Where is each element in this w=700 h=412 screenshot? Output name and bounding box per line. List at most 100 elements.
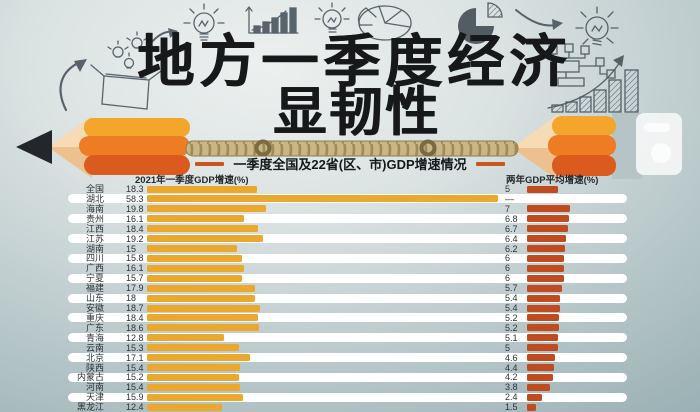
curved-arrow-icon	[515, 9, 563, 30]
table-row: 贵州 16.1 6.8	[0, 214, 700, 224]
q1-growth-value: 18	[126, 293, 137, 304]
bar-two-year-avg	[527, 334, 559, 342]
q1-growth-value: 58.3	[126, 193, 144, 204]
table-row: 云南 15.3 5	[0, 343, 700, 353]
two-year-avg-value: 1.5	[505, 402, 518, 412]
two-year-avg-value: 6.2	[505, 243, 518, 254]
column-header-q1-growth: 2021年一季度GDP增速(%)	[135, 175, 249, 186]
two-year-avg-value: 6	[505, 263, 511, 274]
two-year-avg-value: 5.1	[505, 332, 518, 343]
q1-growth-value: 16.1	[126, 263, 144, 274]
bar-two-year-avg	[527, 235, 567, 243]
q1-growth-value: 18.4	[126, 312, 144, 323]
two-year-avg-value: 5.7	[505, 283, 518, 294]
rope-illustration	[185, 139, 519, 157]
bar-two-year-avg	[527, 215, 569, 223]
q1-growth-value: 15.4	[126, 382, 144, 393]
page-title: 地方一季度经济 显韧性	[0, 34, 700, 142]
bar-q1-growth	[147, 373, 239, 381]
bar-q1-growth	[147, 274, 242, 282]
bar-q1-growth	[147, 284, 255, 292]
two-year-avg-value: 5.2	[505, 312, 518, 323]
two-year-avg-value: 6.7	[505, 223, 518, 234]
two-year-avg-value: 6.8	[505, 213, 518, 224]
bar-q1-growth	[147, 254, 243, 262]
table-row: 青海 12.8 5.1	[0, 333, 700, 343]
q1-growth-value: 12.8	[126, 332, 144, 343]
q1-growth-value: 15.4	[126, 362, 144, 373]
row-stripe	[68, 214, 627, 224]
province-label: 江西	[85, 223, 104, 234]
q1-growth-value: 18.7	[126, 303, 144, 314]
two-year-avg-value: 6.4	[505, 233, 518, 244]
rising-hatched-bars-icon	[547, 55, 639, 113]
row-stripe	[68, 333, 627, 343]
province-label: 河南	[85, 382, 104, 393]
row-stripe	[68, 353, 627, 363]
bar-q1-growth	[147, 294, 256, 302]
subtitle-dash-left	[195, 161, 225, 166]
q1-growth-value: 15.2	[126, 372, 144, 383]
curved-arrow-icon	[59, 59, 87, 112]
title-line-2: 显韧性	[273, 83, 441, 142]
q1-growth-value: 18.3	[126, 184, 144, 194]
row-stripe	[68, 313, 627, 323]
bar-q1-growth	[147, 185, 258, 193]
subtitle: 一季度全国及22省(区、市)GDP增速情况	[0, 154, 700, 173]
table-row: 山东 18 5.4	[0, 293, 700, 303]
table-row: 陕西 15.4 4.4	[0, 363, 700, 373]
table-row: 宁夏 15.7 6	[0, 273, 700, 283]
table-row: 湖北 58.3 —	[0, 194, 700, 204]
bar-two-year-avg	[527, 225, 569, 233]
bar-two-year-avg	[527, 205, 571, 213]
table-row: 江西 18.4 6.7	[0, 224, 700, 234]
province-label: 全国	[85, 184, 104, 194]
two-year-avg-value: 3.8	[505, 382, 518, 393]
q1-growth-value: 18.6	[126, 322, 144, 333]
lightbulb-icon	[314, 2, 350, 33]
table-row: 安徽 18.7 5.4	[0, 303, 700, 313]
bar-two-year-avg	[527, 245, 566, 253]
province-label: 广西	[85, 263, 104, 274]
province-label: 陕西	[85, 362, 104, 373]
q1-growth-value: 15.3	[126, 342, 144, 353]
bar-q1-growth	[147, 195, 498, 203]
bar-two-year-avg	[527, 364, 555, 372]
two-year-avg-value: 5.2	[505, 322, 518, 333]
province-label: 四川	[85, 253, 104, 264]
province-label: 青海	[85, 332, 104, 343]
two-year-avg-value: 5	[505, 342, 511, 353]
province-label: 宁夏	[85, 273, 104, 284]
bar-q1-growth	[147, 215, 244, 223]
bar-two-year-avg	[527, 264, 564, 272]
bar-chart-sketch-icon	[245, 6, 299, 34]
bar-q1-growth	[147, 383, 240, 391]
pie-chart-outline-icon	[357, 5, 412, 41]
bar-q1-growth	[147, 393, 243, 401]
province-label: 黑龙江	[76, 402, 104, 412]
bar-q1-growth	[147, 334, 225, 342]
lightbulb-icon	[183, 3, 225, 41]
two-year-avg-value: —	[505, 193, 514, 204]
two-year-avg-value: 4.6	[505, 352, 518, 363]
bar-q1-growth	[147, 245, 238, 253]
province-label: 天津	[85, 392, 104, 403]
column-header-two-year-avg: 两年GDP平均增速(%)	[506, 175, 599, 186]
province-label: 内蒙古	[76, 372, 104, 383]
province-label: 贵州	[85, 213, 104, 224]
flowchart-icon	[548, 43, 616, 87]
bar-q1-growth	[147, 324, 259, 332]
bar-two-year-avg	[527, 314, 559, 322]
row-stripe	[68, 392, 627, 402]
idea-box-icon	[90, 31, 162, 110]
province-label: 北京	[85, 352, 104, 363]
bar-two-year-avg	[527, 344, 558, 352]
table-row: 黑龙江 12.4 1.5	[0, 402, 700, 412]
bar-q1-growth	[147, 354, 250, 362]
two-year-avg-value: 5	[505, 184, 511, 194]
q1-growth-value: 17.1	[126, 352, 144, 363]
table-row: 福建 17.9 5.7	[0, 283, 700, 293]
q1-growth-value: 12.4	[126, 402, 144, 412]
province-label: 海南	[85, 203, 104, 214]
bar-q1-growth	[147, 205, 267, 213]
